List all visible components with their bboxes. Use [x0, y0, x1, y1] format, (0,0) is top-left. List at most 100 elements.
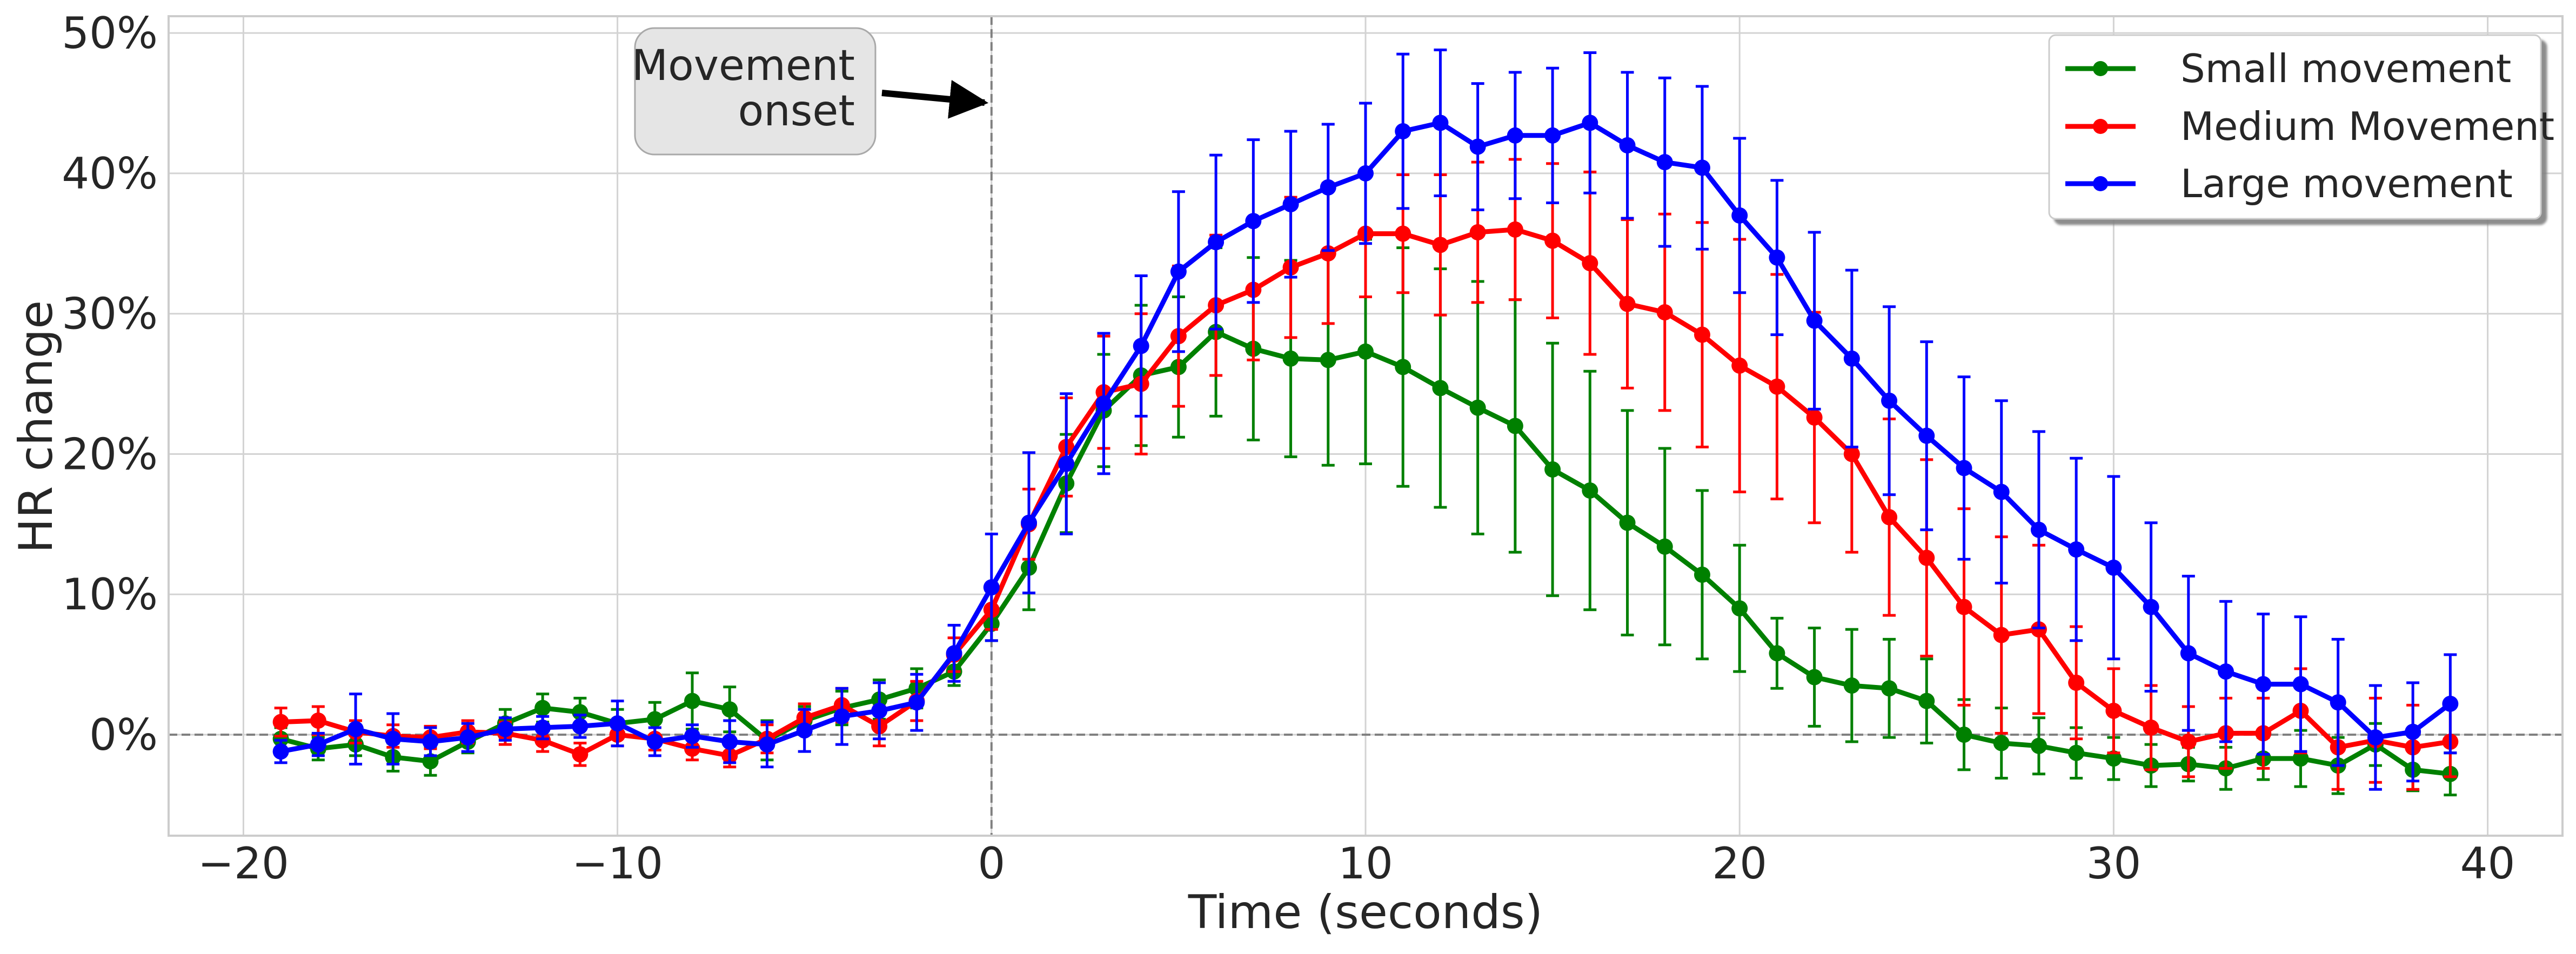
legend-label-large-movement: Large movement	[2180, 161, 2513, 206]
data-point	[684, 728, 701, 744]
legend-marker-large-movement	[2093, 176, 2108, 191]
data-point	[1881, 509, 1898, 526]
data-point	[1469, 399, 1486, 416]
data-point	[2030, 737, 2047, 754]
data-point	[684, 740, 701, 757]
data-point	[2330, 694, 2346, 711]
data-point	[422, 753, 439, 770]
data-point	[2292, 750, 2309, 767]
data-point	[1507, 418, 1523, 434]
data-point	[1993, 627, 2010, 643]
data-point	[1806, 669, 1823, 686]
data-point	[2068, 744, 2085, 761]
x-tick-label: −20	[198, 838, 289, 889]
data-point	[1694, 326, 1710, 343]
data-point	[1432, 115, 1449, 131]
data-point	[1918, 549, 1935, 566]
data-point	[385, 730, 402, 747]
data-point	[1806, 409, 1823, 426]
series-layer	[272, 48, 2459, 797]
data-point	[1769, 249, 1785, 266]
data-point	[1582, 255, 1598, 272]
y-tick-label: 50%	[62, 8, 158, 58]
data-point	[2030, 621, 2047, 638]
data-point	[1432, 237, 1449, 253]
data-point	[1395, 123, 1411, 140]
data-point	[759, 736, 775, 753]
data-point	[1843, 446, 1860, 462]
y-tick-label: 10%	[62, 569, 158, 620]
data-point	[459, 729, 476, 746]
data-point	[2367, 729, 2384, 746]
data-point	[2143, 719, 2159, 736]
x-tick-labels: −20 −10 0 10 20 30 40	[198, 838, 2515, 889]
data-point	[1544, 461, 1561, 478]
data-point	[1544, 232, 1561, 249]
data-point	[1320, 179, 1336, 196]
data-point	[2405, 723, 2421, 740]
data-point	[1095, 395, 1112, 412]
data-point	[1582, 115, 1598, 131]
x-tick-label: 0	[978, 838, 1005, 889]
data-point	[1507, 127, 1523, 144]
data-point	[646, 711, 663, 728]
data-point	[2105, 750, 2122, 767]
reference-lines	[169, 16, 2562, 836]
data-point	[2255, 676, 2272, 693]
legend-entry-large-movement: Large movement	[2065, 161, 2513, 206]
y-tick-label: 30%	[62, 289, 158, 339]
data-point	[2180, 733, 2197, 750]
data-point	[310, 712, 326, 729]
data-point	[1993, 735, 2010, 751]
data-point	[1731, 207, 1748, 224]
data-point	[1582, 482, 1598, 499]
data-point	[1282, 350, 1299, 367]
data-point	[1282, 196, 1299, 213]
data-point	[1993, 483, 2010, 500]
legend-marker-small-movement	[2093, 61, 2108, 76]
x-axis-label: Time (seconds)	[1188, 885, 1543, 939]
data-point	[721, 701, 738, 718]
data-point	[1656, 154, 1673, 171]
data-point	[1769, 378, 1785, 395]
data-point	[1881, 680, 1898, 697]
data-point	[1956, 460, 1972, 476]
data-point	[1656, 304, 1673, 321]
data-point	[1058, 455, 1075, 472]
x-tick-label: 10	[1338, 838, 1393, 889]
data-point	[1320, 352, 1336, 368]
legend-box	[2048, 34, 2542, 220]
data-point	[1731, 357, 1748, 374]
annotation-box	[634, 27, 876, 156]
data-point	[1619, 514, 1636, 531]
data-point	[2030, 521, 2047, 538]
data-point	[1843, 677, 1860, 694]
data-point	[1843, 350, 1860, 367]
data-point	[646, 733, 663, 750]
data-point	[983, 579, 1000, 596]
data-point	[721, 733, 738, 750]
annotation-arrow	[881, 80, 989, 119]
data-point	[2218, 663, 2234, 680]
markers-small-movement	[272, 324, 2459, 782]
data-point	[1769, 645, 1785, 662]
data-point	[1881, 392, 1898, 409]
data-point	[1918, 427, 1935, 444]
data-point	[572, 746, 588, 763]
legend-label-small-movement: Small movement	[2180, 46, 2511, 91]
data-point	[1694, 566, 1710, 583]
legend-entry-small-movement: Small movement	[2065, 46, 2511, 91]
y-tick-label: 20%	[62, 429, 158, 479]
data-point	[1507, 221, 1523, 238]
data-point	[1656, 538, 1673, 555]
data-point	[1619, 137, 1636, 153]
y-tick-labels: 0% 10% 20% 30% 40% 50%	[62, 8, 158, 760]
data-point	[2292, 676, 2309, 693]
data-point	[2143, 599, 2159, 615]
data-point	[1694, 159, 1710, 176]
annotation-text-line1: Movement	[632, 42, 855, 90]
data-point	[534, 719, 551, 736]
data-point	[1208, 234, 1225, 251]
x-tick-label: 40	[2460, 838, 2515, 889]
